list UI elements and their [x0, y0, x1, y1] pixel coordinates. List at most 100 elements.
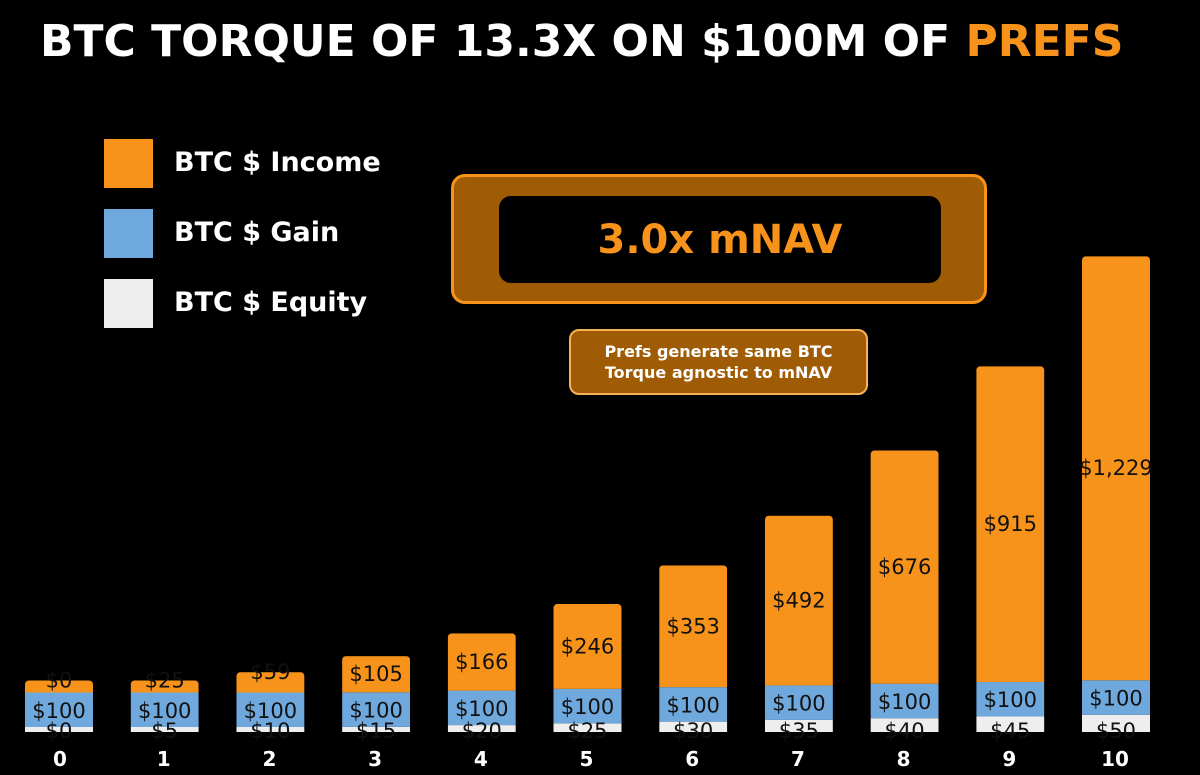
bar-income-4: [447, 633, 516, 691]
legend-swatch-gain: [104, 209, 153, 258]
value-label-gain-0: $100: [32, 699, 85, 723]
bar-equity-6: [659, 721, 728, 732]
bar-equity-0: [25, 727, 93, 732]
legend-label-equity: BTC $ Equity: [174, 287, 368, 318]
x-tick-label-6: 6: [685, 747, 699, 771]
value-label-gain-2: $100: [244, 699, 297, 723]
value-label-equity-1: $5: [151, 719, 178, 743]
bar-gain-6: [659, 687, 728, 722]
note-line-1: Prefs generate same BTC: [604, 342, 833, 361]
bar-group-8: $40 $100 $676 8: [870, 450, 939, 771]
value-label-equity-8: $40: [885, 719, 925, 743]
bar-equity-8: [870, 718, 939, 732]
bar-income-1: [130, 680, 199, 693]
bar-group-7: $35 $100 $492 7: [764, 515, 833, 771]
bar-equity-9: [976, 716, 1045, 732]
note-line-2: Torque agnostic to mNAV: [604, 363, 833, 382]
bar-group-9: $45 $100 $915 9: [976, 366, 1045, 771]
mnav-callout-box: 3.0x mNAV: [451, 174, 987, 304]
value-label-gain-9: $100: [984, 688, 1037, 712]
bar-group-0: $0$100$00: [25, 669, 93, 771]
legend-label-income: BTC $ Income: [174, 147, 381, 178]
bar-group-10: $50 $100 $1,229 10: [1079, 256, 1153, 771]
bar-gain-4: [447, 690, 516, 726]
value-label-income-6: $353: [666, 614, 719, 638]
bar-equity-4: [447, 725, 516, 732]
x-tick-label-0: 0: [53, 747, 67, 771]
value-label-income-5: $246: [561, 634, 614, 658]
bar-gain-9: [976, 681, 1045, 717]
bar-gain-0: [25, 692, 93, 727]
value-label-equity-10: $50: [1096, 719, 1136, 743]
value-label-equity-7: $35: [779, 719, 819, 743]
x-tick-label-4: 4: [474, 747, 488, 771]
bar-gain-2: [236, 692, 305, 727]
bar-gain-8: [870, 683, 939, 719]
bar-income-7: [764, 515, 833, 686]
bar-gain-7: [764, 685, 833, 720]
bar-group-5: $25$100 $246 5: [553, 604, 622, 771]
bar-income-3: [342, 656, 411, 693]
bar-equity-3: [342, 726, 411, 732]
x-tick-label-5: 5: [580, 747, 594, 771]
bar-gain-10: [1082, 680, 1150, 715]
value-label-equity-4: $20: [462, 719, 502, 743]
value-label-equity-5: $25: [567, 719, 607, 743]
bar-group-4: $20$100 $166 4: [447, 633, 516, 771]
value-label-gain-7: $100: [772, 692, 825, 716]
value-label-gain-10: $100: [1089, 687, 1142, 711]
bar-group-6: $30$100 $353 6: [659, 565, 728, 771]
value-label-income-2: $59: [250, 660, 290, 684]
bar-group-3: $15$100 $105 3: [342, 656, 411, 771]
bar-gain-1: [130, 692, 199, 727]
value-label-equity-6: $30: [673, 719, 713, 743]
bar-equity-10: [1082, 714, 1150, 732]
bar-equity-2: [236, 727, 305, 732]
value-label-gain-3: $100: [349, 699, 402, 723]
x-tick-label-2: 2: [262, 747, 276, 771]
value-label-income-1: $25: [145, 669, 185, 693]
value-label-income-8: $676: [878, 555, 931, 579]
value-label-gain-4: $100: [455, 697, 508, 721]
x-tick-label-3: 3: [368, 747, 382, 771]
bar-income-10: [1082, 256, 1150, 681]
bar-equity-1: [130, 727, 199, 732]
mnav-value: 3.0x mNAV: [499, 196, 941, 283]
legend-swatch-equity: [104, 279, 153, 328]
value-label-income-4: $166: [455, 650, 508, 674]
bar-income-6: [659, 565, 728, 688]
title-prefix: BTC TORQUE OF 13.3X ON $100M OF: [40, 16, 966, 67]
bar-income-9: [976, 366, 1045, 682]
x-tick-label-10: 10: [1101, 747, 1129, 771]
bar-gain-3: [342, 692, 411, 727]
value-label-equity-3: $15: [356, 719, 396, 743]
bar-group-2: $10$100 $59 2: [236, 660, 305, 771]
bar-gain-5: [553, 688, 622, 724]
x-tick-label-7: 7: [791, 747, 805, 771]
bar-income-2: [236, 672, 305, 693]
value-label-gain-5: $100: [561, 695, 614, 719]
value-label-gain-6: $100: [666, 693, 719, 717]
value-label-income-7: $492: [772, 589, 825, 613]
note-box: Prefs generate same BTC Torque agnostic …: [569, 329, 868, 395]
bar-income-8: [870, 450, 939, 684]
title-highlight: PREFS: [965, 16, 1124, 67]
value-label-income-0: $0: [46, 669, 73, 693]
bar-income-0: [25, 680, 93, 693]
value-label-equity-0: $0: [46, 719, 73, 743]
bar-income-5: [553, 604, 622, 689]
bar-equity-5: [553, 723, 622, 732]
x-tick-label-1: 1: [157, 747, 171, 771]
value-label-gain-8: $100: [878, 690, 931, 714]
value-label-equity-9: $45: [990, 719, 1030, 743]
value-label-equity-2: $10: [250, 719, 290, 743]
bar-group-1: $5$100 $25 1: [130, 669, 199, 771]
legend-swatch-income: [104, 139, 153, 188]
value-label-income-3: $105: [349, 662, 402, 686]
x-tick-label-8: 8: [897, 747, 911, 771]
bar-equity-7: [764, 719, 833, 732]
value-label-income-10: $1,229: [1079, 456, 1152, 480]
value-label-gain-1: $100: [138, 699, 191, 723]
